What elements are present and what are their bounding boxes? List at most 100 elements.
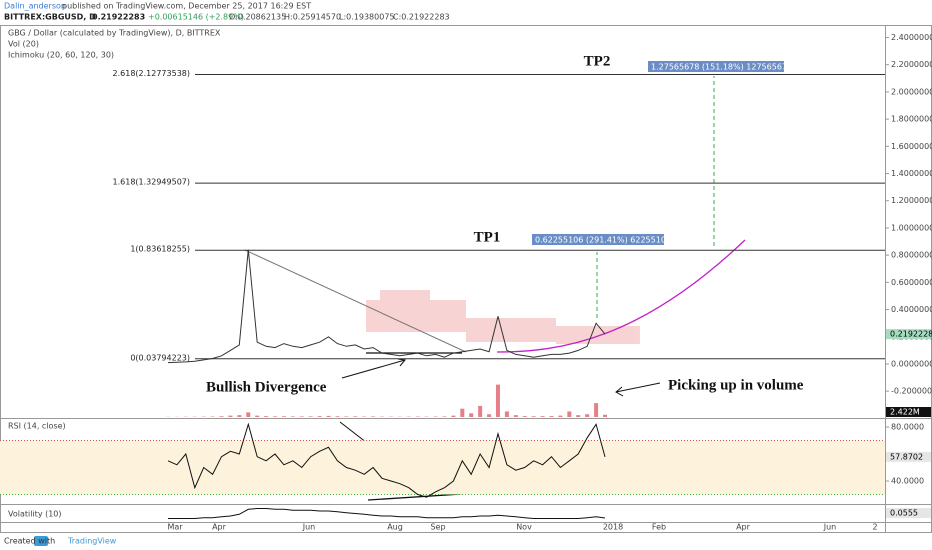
footer-brand[interactable]: TradingView <box>67 537 117 546</box>
current-rsi: 57.8702 <box>890 452 923 461</box>
volume-bar <box>495 384 500 417</box>
volume-bar <box>281 416 286 417</box>
footer-text: Created with <box>4 537 55 546</box>
volume-bar <box>558 415 563 417</box>
symbol: BITTREX:GBGUSD, D <box>4 13 96 22</box>
indicator-label: Ichimoku (20, 60, 120, 30) <box>8 51 114 60</box>
volume-bar <box>513 415 518 417</box>
rsi-band <box>0 440 885 495</box>
volume-bar <box>290 416 295 417</box>
y-tick-label: 0.80000000 <box>891 251 932 260</box>
x-tick-label: Nov <box>516 523 532 532</box>
volume-bar <box>567 411 572 417</box>
x-tick-label: Jun <box>302 523 316 532</box>
x-tick-label: Mar <box>167 523 183 532</box>
trend-line <box>244 249 467 353</box>
volume-bar <box>460 408 465 417</box>
volume-bar <box>299 416 304 417</box>
volume-bar <box>504 411 509 417</box>
volume-bar <box>219 416 224 417</box>
y-tick-label: 80.0000 <box>891 423 924 432</box>
y-tick-label: 1.80000000 <box>891 115 932 124</box>
volume-bar <box>540 416 545 417</box>
volume-bar <box>451 415 456 417</box>
ichimoku-cloud <box>366 290 640 344</box>
current-price-box <box>886 329 931 340</box>
volume-bar <box>228 415 233 417</box>
volume-bar <box>344 416 349 417</box>
x-tick-label: Jun <box>823 523 837 532</box>
y-tick-label: 2.20000000 <box>891 60 932 69</box>
volume-bar <box>585 414 590 417</box>
indicator-label: Vol (20) <box>8 40 39 49</box>
logo <box>34 536 48 546</box>
divergence-line <box>367 493 463 501</box>
x-tick-label: Apr <box>736 523 751 532</box>
projection-curve <box>496 239 746 353</box>
volume-bar <box>371 416 376 417</box>
price-change: +0.00615146 (+2.89%) <box>148 13 244 22</box>
volume-bar <box>335 416 340 417</box>
fib-label: 0(0.03794223) <box>130 353 190 362</box>
arrow <box>615 382 661 397</box>
ohlc-high: H:0.25914570 <box>284 13 341 22</box>
target-box <box>648 61 784 72</box>
volume-bar <box>442 416 447 417</box>
x-tick-label: 2 <box>872 523 877 532</box>
volume-bar <box>264 416 269 417</box>
target-label: 1.27565678 (151.18%) 127565678 <box>651 63 792 72</box>
volume-bar <box>326 415 331 417</box>
ohlc-close: C:0.21922283 <box>393 13 450 22</box>
x-tick-label: Sep <box>430 523 445 532</box>
annotation: TP1 <box>474 229 501 245</box>
volume-bar <box>487 414 492 417</box>
author[interactable]: Dalin_anderson <box>4 2 66 11</box>
y-tick-label: -0.20000000 <box>891 387 932 396</box>
volume-bar <box>576 415 581 417</box>
fib-label: 1(0.83618255) <box>130 245 190 254</box>
annotation: TP2 <box>584 53 611 69</box>
volume-bar <box>273 416 278 417</box>
volume-bar <box>255 415 260 417</box>
annotation: Bullish Divergence <box>206 379 327 395</box>
volume-bar <box>308 416 313 417</box>
ohlc-low: L:0.19380075 <box>339 13 395 22</box>
pane-title: Volatility (10) <box>8 510 62 519</box>
current-rsi-box <box>886 451 931 462</box>
chart-title: GBG / Dollar (calculated by TradingView)… <box>8 29 221 38</box>
volume-bar <box>594 403 599 417</box>
y-tick-label: 40.0000 <box>891 477 924 486</box>
current-volatility-box <box>886 508 931 518</box>
volume-bar <box>246 412 251 417</box>
y-tick-label: 1.20000000 <box>891 196 932 205</box>
price-line <box>168 508 606 519</box>
annotation: Picking up in volume <box>668 377 804 393</box>
x-tick-label: Feb <box>652 523 666 532</box>
x-tick-label: 2018 <box>603 523 623 532</box>
current-volume: 2.422M <box>890 408 920 417</box>
current-price: 0.21922283 <box>890 330 932 339</box>
x-tick-label: Aug <box>387 523 403 532</box>
volume-bar <box>469 413 474 417</box>
target-box <box>532 234 664 245</box>
volume-bar <box>317 416 322 417</box>
fib-label: 2.618(2.12773538) <box>113 69 191 78</box>
published: published on TradingView.com, December 2… <box>62 2 311 11</box>
volume-bar <box>353 416 358 417</box>
price-line <box>167 422 606 498</box>
arrow <box>341 358 406 379</box>
target-label: 0.62255106 (291.41%) 62255106 <box>535 236 671 245</box>
volume-bar <box>237 415 242 417</box>
current-volume-box <box>886 407 931 417</box>
x-tick-label: Apr <box>212 523 227 532</box>
last-price: 0.21922283 <box>92 13 145 22</box>
volume-bar <box>522 416 527 417</box>
volume-bar <box>478 405 483 417</box>
volume-bar <box>549 416 554 417</box>
